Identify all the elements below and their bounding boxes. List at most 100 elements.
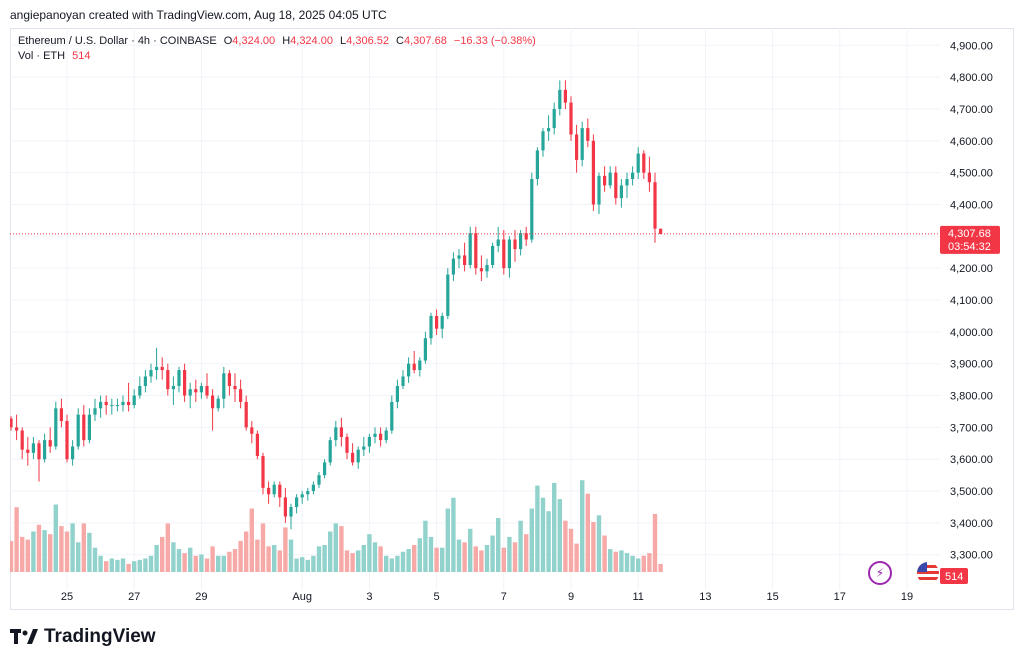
candle-body — [502, 239, 506, 269]
volume-bar — [378, 546, 383, 572]
volume-bar — [384, 555, 389, 572]
candle-body — [608, 172, 612, 186]
candle-body — [401, 376, 405, 386]
volume-bar — [434, 547, 439, 572]
volume-bar — [154, 545, 159, 572]
candle-body — [300, 494, 304, 498]
candle-body — [451, 258, 455, 275]
candle-body — [317, 475, 321, 485]
candle-body — [339, 427, 343, 437]
candle-body — [407, 363, 411, 377]
candle-body — [199, 385, 203, 393]
volume-bar — [20, 536, 25, 572]
candle-body — [76, 414, 80, 447]
volume-bar — [193, 555, 198, 572]
volume-bar — [143, 558, 148, 572]
volume-bar — [647, 553, 652, 572]
volume-bar — [501, 547, 506, 572]
candle-body — [412, 363, 416, 371]
volume-bar — [568, 528, 574, 572]
candle-body — [468, 233, 472, 265]
candle-body — [311, 484, 315, 492]
volume-bar — [624, 553, 630, 572]
candle-body — [171, 385, 175, 390]
grid-lines — [10, 28, 940, 590]
candlestick-chart[interactable]: 3,300.00 3,400.00 3,500.00 3,600.00 3,700.00… — [10, 28, 1014, 610]
candle-body — [222, 373, 226, 399]
candle-body — [104, 401, 108, 406]
volume-bar — [31, 531, 36, 572]
candle-body — [20, 430, 24, 450]
candle-body — [558, 89, 562, 109]
candle-body — [71, 446, 75, 460]
candle-body — [43, 440, 47, 460]
candle-body — [597, 175, 601, 205]
volume-bar — [596, 515, 602, 572]
candle-body — [328, 440, 332, 463]
volume-bar — [356, 550, 361, 572]
candle-body — [183, 370, 187, 396]
candles — [10, 80, 663, 530]
candle-body — [323, 462, 327, 476]
volume-bar — [14, 507, 19, 572]
volume-bar — [479, 550, 484, 572]
lightning-icon[interactable]: ⚡ — [868, 561, 892, 585]
candle-body — [255, 433, 259, 457]
candle-body — [115, 405, 119, 407]
candle-body — [177, 370, 181, 386]
candle-body — [239, 389, 243, 402]
volume-bar — [132, 561, 137, 572]
high-value: 4,324.00 — [290, 35, 333, 47]
volume-bar — [53, 504, 58, 572]
x-tick-label: 15 — [766, 591, 778, 603]
volume-bar — [367, 534, 372, 572]
candle-body — [244, 401, 248, 428]
y-axis: 3,300.00 3,400.00 3,500.00 3,600.00 3,700.00… — [950, 40, 993, 561]
candle-body — [552, 108, 556, 129]
volume-bar — [76, 542, 81, 572]
y-tick-label: 4,900.00 — [950, 40, 993, 52]
volume-bar — [630, 555, 635, 572]
volume-bar — [361, 545, 366, 572]
y-tick-label: 3,800.00 — [950, 391, 993, 403]
y-tick-label: 3,500.00 — [950, 486, 993, 498]
volume-tag — [940, 568, 968, 584]
volume-bar — [182, 553, 187, 572]
candle-body — [496, 239, 500, 246]
tradingview-logo[interactable]: TradingView — [10, 626, 156, 648]
us-flag-graphic — [917, 562, 939, 584]
candle-body — [440, 315, 444, 329]
candle-body — [65, 421, 69, 460]
volume-bar — [395, 555, 400, 572]
volume-bar — [25, 539, 30, 572]
symbol-label: Ethereum / U.S. Dollar · 4h · COINBASE — [18, 35, 217, 47]
candle-body — [636, 153, 640, 173]
volume-row: Vol · ETH 514 — [18, 49, 536, 64]
volume-bar — [216, 555, 221, 572]
volume-bar — [372, 542, 378, 572]
volume-bar — [451, 497, 456, 572]
candle-body — [642, 153, 646, 173]
volume-bar — [585, 493, 590, 572]
volume-bar — [81, 523, 86, 572]
candle-body — [541, 131, 545, 151]
candle-body — [491, 245, 495, 265]
volume-bar — [552, 482, 557, 572]
candle-body — [586, 128, 590, 141]
candle-body — [15, 427, 19, 431]
volume-bar — [210, 546, 215, 572]
candle-body — [580, 128, 584, 160]
volume-bar — [115, 559, 120, 572]
us-flag-icon[interactable] — [917, 562, 939, 584]
candle-body — [435, 315, 439, 329]
volume-bar — [328, 531, 333, 572]
candle-body — [457, 255, 461, 259]
y-tick-label: 3,400.00 — [950, 518, 993, 530]
candle-body — [188, 389, 192, 396]
volume-bar — [540, 497, 546, 572]
tradingview-logo-text: TradingView — [44, 626, 156, 647]
last-price-tag — [940, 225, 1000, 254]
volume-bar — [518, 520, 523, 572]
candle-body — [233, 385, 237, 390]
